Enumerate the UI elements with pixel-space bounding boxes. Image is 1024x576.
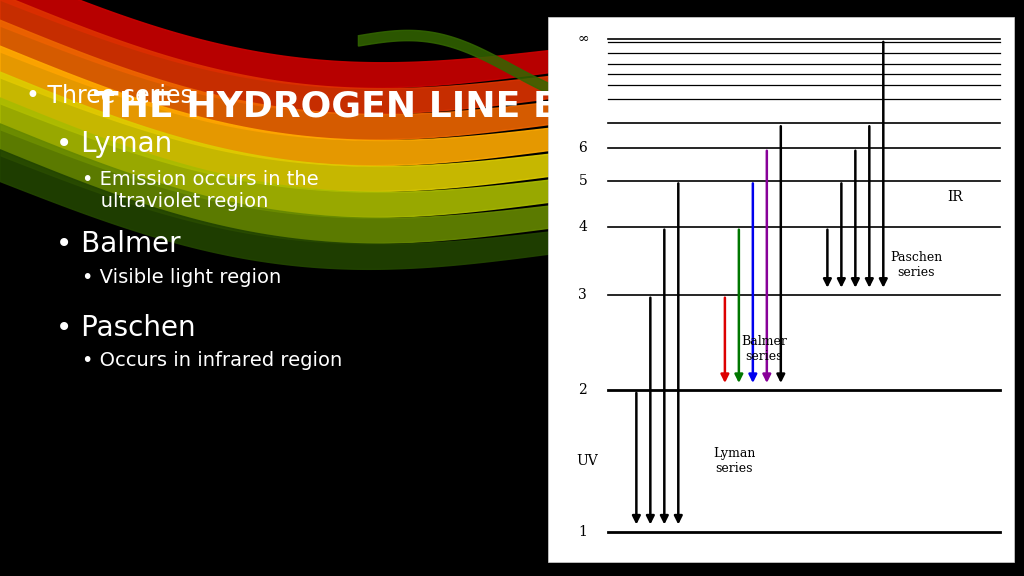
Polygon shape	[358, 31, 666, 109]
Text: 1: 1	[579, 525, 587, 539]
Text: • Emission occurs in the
   ultraviolet region: • Emission occurs in the ultraviolet reg…	[82, 170, 318, 211]
Text: ∞: ∞	[578, 32, 589, 46]
Polygon shape	[0, 124, 666, 244]
Bar	[548, 17, 1014, 562]
Text: Paschen
series: Paschen series	[890, 251, 942, 279]
Text: • Balmer: • Balmer	[56, 230, 181, 259]
Text: 5: 5	[579, 173, 587, 188]
Text: • Occurs in infrared region: • Occurs in infrared region	[82, 351, 342, 370]
Text: THE HYDROGEN LINE EMISSION SPECTRA: THE HYDROGEN LINE EMISSION SPECTRA	[94, 89, 930, 124]
Text: Lyman
series: Lyman series	[713, 447, 756, 475]
Text: 2: 2	[579, 383, 587, 397]
Text: IR: IR	[947, 190, 964, 204]
Polygon shape	[0, 0, 666, 88]
Text: • Paschen: • Paschen	[56, 314, 196, 342]
Text: • Visible light region: • Visible light region	[82, 268, 282, 287]
Text: 4: 4	[579, 220, 587, 234]
Text: • Three series: • Three series	[26, 84, 193, 108]
Polygon shape	[0, 0, 666, 114]
Text: • Lyman: • Lyman	[56, 130, 173, 158]
Polygon shape	[0, 98, 666, 218]
Polygon shape	[0, 72, 666, 192]
Text: UV: UV	[577, 454, 598, 468]
Polygon shape	[0, 150, 666, 270]
Text: 3: 3	[579, 288, 587, 302]
Text: 6: 6	[579, 141, 587, 155]
Polygon shape	[0, 20, 666, 140]
Text: Balmer
series: Balmer series	[741, 335, 787, 363]
Polygon shape	[0, 46, 666, 166]
